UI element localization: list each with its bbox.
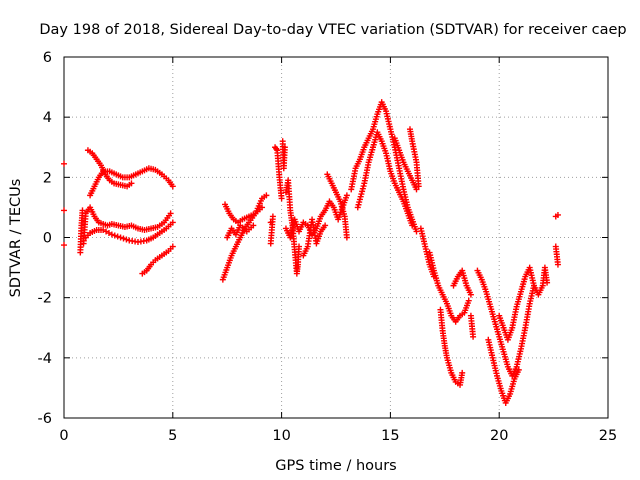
x-tick-label: 10: [272, 428, 290, 444]
data-point: [343, 234, 350, 241]
data-point: [554, 261, 561, 268]
data-point: [61, 207, 67, 214]
y-tick-label: 2: [43, 170, 52, 186]
data-point: [61, 160, 67, 167]
data-point: [120, 235, 127, 242]
y-tick-label: -2: [38, 291, 52, 307]
data-point: [459, 369, 466, 376]
y-tick-label: -4: [38, 351, 52, 367]
data-point: [296, 243, 303, 250]
data-point: [409, 222, 416, 229]
data-point: [169, 183, 176, 190]
x-tick-label: 5: [168, 428, 177, 444]
data-point: [269, 213, 276, 220]
x-tick-label: 20: [490, 428, 508, 444]
data-point: [117, 234, 124, 241]
y-axis-label: SDTVAR / TECUs: [8, 179, 24, 298]
data-point: [250, 222, 257, 229]
data-point: [554, 211, 561, 218]
data-points: [61, 99, 561, 406]
y-tick-label: 6: [43, 50, 52, 66]
data-point: [108, 231, 115, 238]
data-point: [263, 192, 270, 199]
data-point: [167, 210, 174, 217]
data-point: [259, 204, 266, 211]
data-point: [169, 243, 176, 250]
data-point: [465, 297, 472, 304]
data-point: [281, 144, 288, 151]
x-tick-label: 0: [59, 428, 68, 444]
axis-ticks: 0 5 10 15 20 25 -6 -4 -2 0 2 4 6: [38, 50, 618, 444]
y-tick-label: -6: [38, 411, 52, 427]
data-point: [61, 242, 67, 249]
data-point: [123, 236, 130, 243]
data-point: [278, 195, 285, 202]
x-axis-label: GPS time / hours: [275, 458, 396, 474]
data-point: [128, 180, 135, 187]
chart-title: Day 198 of 2018, Sidereal Day-to-day VTE…: [39, 22, 626, 38]
y-tick-label: 4: [43, 110, 52, 126]
x-tick-label: 15: [381, 428, 399, 444]
data-point: [79, 207, 86, 214]
data-point: [169, 219, 176, 226]
y-tick-label: 0: [43, 231, 52, 247]
data-point: [114, 233, 121, 240]
data-point: [415, 183, 422, 190]
data-point: [515, 366, 522, 373]
data-point: [544, 279, 551, 286]
data-point: [322, 222, 329, 229]
data-point: [413, 186, 420, 193]
data-point: [467, 291, 474, 298]
x-tick-label: 25: [599, 428, 617, 444]
data-point: [111, 232, 118, 239]
data-point: [470, 333, 477, 340]
data-point: [343, 192, 350, 199]
grid-lines: [64, 57, 608, 418]
